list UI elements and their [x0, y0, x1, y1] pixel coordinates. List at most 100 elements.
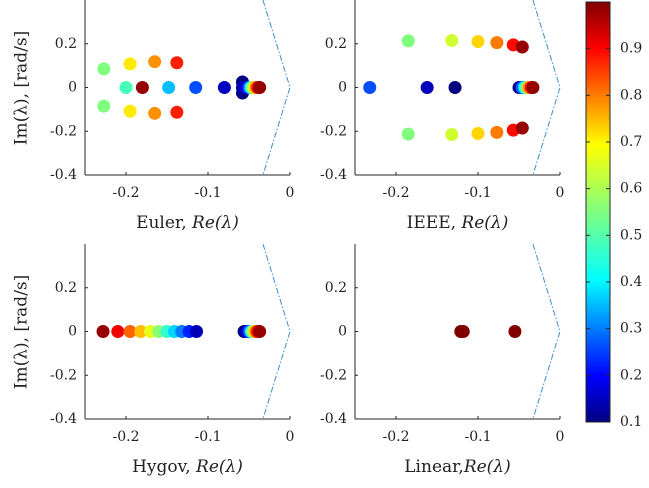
y-tick-label: 0.2	[325, 280, 347, 296]
data-point	[96, 325, 110, 338]
data-point	[134, 325, 148, 338]
x-tick-label: -0.2	[383, 185, 410, 201]
data-point	[508, 325, 522, 338]
data-point	[189, 81, 203, 94]
y-tick-label: 0	[68, 80, 77, 96]
data-point	[97, 62, 111, 76]
y-tick-label: -0.2	[320, 367, 347, 383]
data-point	[123, 57, 137, 71]
y-tick-label: 0.2	[55, 280, 77, 296]
x-axis-label-name: Euler,	[136, 213, 192, 233]
x-axis-label-math: Re(λ)	[460, 213, 508, 233]
x-tick-label: 0	[556, 429, 565, 445]
x-tick-label: -0.2	[113, 429, 140, 445]
data-point	[448, 81, 462, 94]
colorbar-tick-label: 0.4	[620, 274, 642, 290]
colorbar-tick-label: 0.3	[620, 321, 642, 337]
data-point	[148, 106, 162, 120]
data-point	[123, 325, 137, 338]
data-point	[490, 36, 504, 50]
x-tick-label: -0.1	[195, 429, 222, 445]
panel-linear: 0.2 0 -0.2 -0.4 -0.2 -0.1 0 Linear,Re(λ)	[320, 243, 565, 477]
stability-boundary-line	[532, 0, 561, 176]
panels: 0.2 0 -0.2 -0.4 -0.2 -0.1 0 Euler, Re(λ) 0.2 0 -0.…	[50, 0, 564, 477]
data-point	[471, 126, 485, 140]
y-tick-label: -0.2	[320, 123, 347, 139]
stability-boundary-line	[262, 0, 291, 176]
x-tick-label: 0	[556, 185, 565, 201]
data-point	[97, 99, 111, 113]
data-point	[515, 121, 529, 135]
data-point	[217, 81, 231, 94]
data-point	[456, 325, 470, 338]
x-axis-label: Linear,Re(λ)	[404, 457, 510, 477]
x-tick-label: -0.1	[465, 185, 492, 201]
y-tick-label: -0.4	[50, 411, 77, 427]
data-point	[401, 34, 415, 48]
data-point	[515, 40, 529, 54]
data-point	[526, 81, 540, 94]
x-axis-label-math: Re(λ)	[463, 457, 511, 477]
data-point	[401, 127, 415, 141]
data-point	[445, 128, 459, 142]
colorbar-tick-label: 0.1	[620, 414, 642, 430]
x-tick-label: -0.2	[113, 185, 140, 201]
data-point	[170, 105, 184, 119]
panel-euler: 0.2 0 -0.2 -0.4 -0.2 -0.1 0 Euler, Re(λ)	[50, 0, 294, 233]
x-tick-label: -0.1	[465, 429, 492, 445]
x-axis-label-math: Re(λ)	[191, 213, 239, 233]
data-point	[490, 125, 504, 139]
data-point	[162, 81, 176, 94]
data-point	[148, 55, 162, 69]
data-point	[420, 81, 434, 94]
data-point	[119, 81, 133, 94]
data-point	[471, 35, 485, 49]
data-point	[190, 325, 204, 338]
colorbar-tick-label: 0.5	[620, 227, 642, 243]
x-tick-label: 0	[286, 429, 295, 445]
data-point	[111, 325, 125, 338]
y-tick-label: 0	[338, 324, 347, 340]
x-axis-label: IEEE, Re(λ)	[407, 213, 509, 233]
stability-boundary-line	[532, 243, 561, 420]
stability-boundary-line	[262, 243, 291, 420]
data-point	[135, 81, 149, 94]
colorbar-tick-label: 0.8	[620, 87, 642, 103]
data-point	[170, 56, 184, 70]
y-tick-label: 0.2	[55, 36, 77, 52]
y-tick-label: 0	[338, 80, 347, 96]
colorbar: 0.1 0.2 0.3 0.4 0.5 0.6 0.7 0.8 0.9	[585, 1, 642, 430]
colorbar-tick-label: 0.7	[620, 134, 642, 150]
shared-y-label-lower: Im(λ), [rad/s]	[12, 275, 32, 390]
x-axis-label-name: Linear,	[404, 457, 464, 477]
x-axis-label-name: Hygov,	[132, 457, 196, 477]
x-axis-label: Hygov, Re(λ)	[132, 457, 243, 477]
shared-y-label: Im(λ), [rad/s]	[12, 31, 32, 146]
colorbar-tick-label: 0.9	[620, 41, 642, 57]
colorbar-tick-label: 0.2	[620, 367, 642, 383]
y-tick-label: -0.4	[50, 167, 77, 183]
data-point	[253, 325, 267, 338]
colorbar-ticks: 0.1 0.2 0.3 0.4 0.5 0.6 0.7 0.8 0.9	[586, 41, 642, 430]
x-tick-label: 0	[286, 185, 295, 201]
y-tick-label: -0.2	[50, 123, 77, 139]
y-tick-label: -0.4	[320, 411, 347, 427]
y-tick-label: -0.4	[320, 167, 347, 183]
colorbar-gradient	[585, 1, 611, 423]
x-tick-label: -0.2	[383, 429, 410, 445]
y-tick-label: 0.2	[325, 36, 347, 52]
x-axis-label-name: IEEE,	[407, 213, 462, 233]
x-axis-label: Euler, Re(λ)	[136, 213, 239, 233]
x-axis-label-math: Re(λ)	[195, 457, 243, 477]
y-tick-label: 0	[68, 324, 77, 340]
panel-ieee: 0.2 0 -0.2 -0.4 -0.2 -0.1 0 IEEE, Re(λ)	[320, 0, 564, 233]
data-point	[123, 104, 137, 118]
data-point	[363, 81, 377, 94]
panel-hygov: 0.2 0 -0.2 -0.4 -0.2 -0.1 0 Hygov, Re(λ)	[50, 243, 295, 477]
y-tick-label: -0.2	[50, 367, 77, 383]
x-tick-label: -0.1	[195, 185, 222, 201]
data-point	[253, 81, 267, 94]
data-point	[445, 33, 459, 47]
colorbar-tick-label: 0.6	[620, 181, 642, 197]
